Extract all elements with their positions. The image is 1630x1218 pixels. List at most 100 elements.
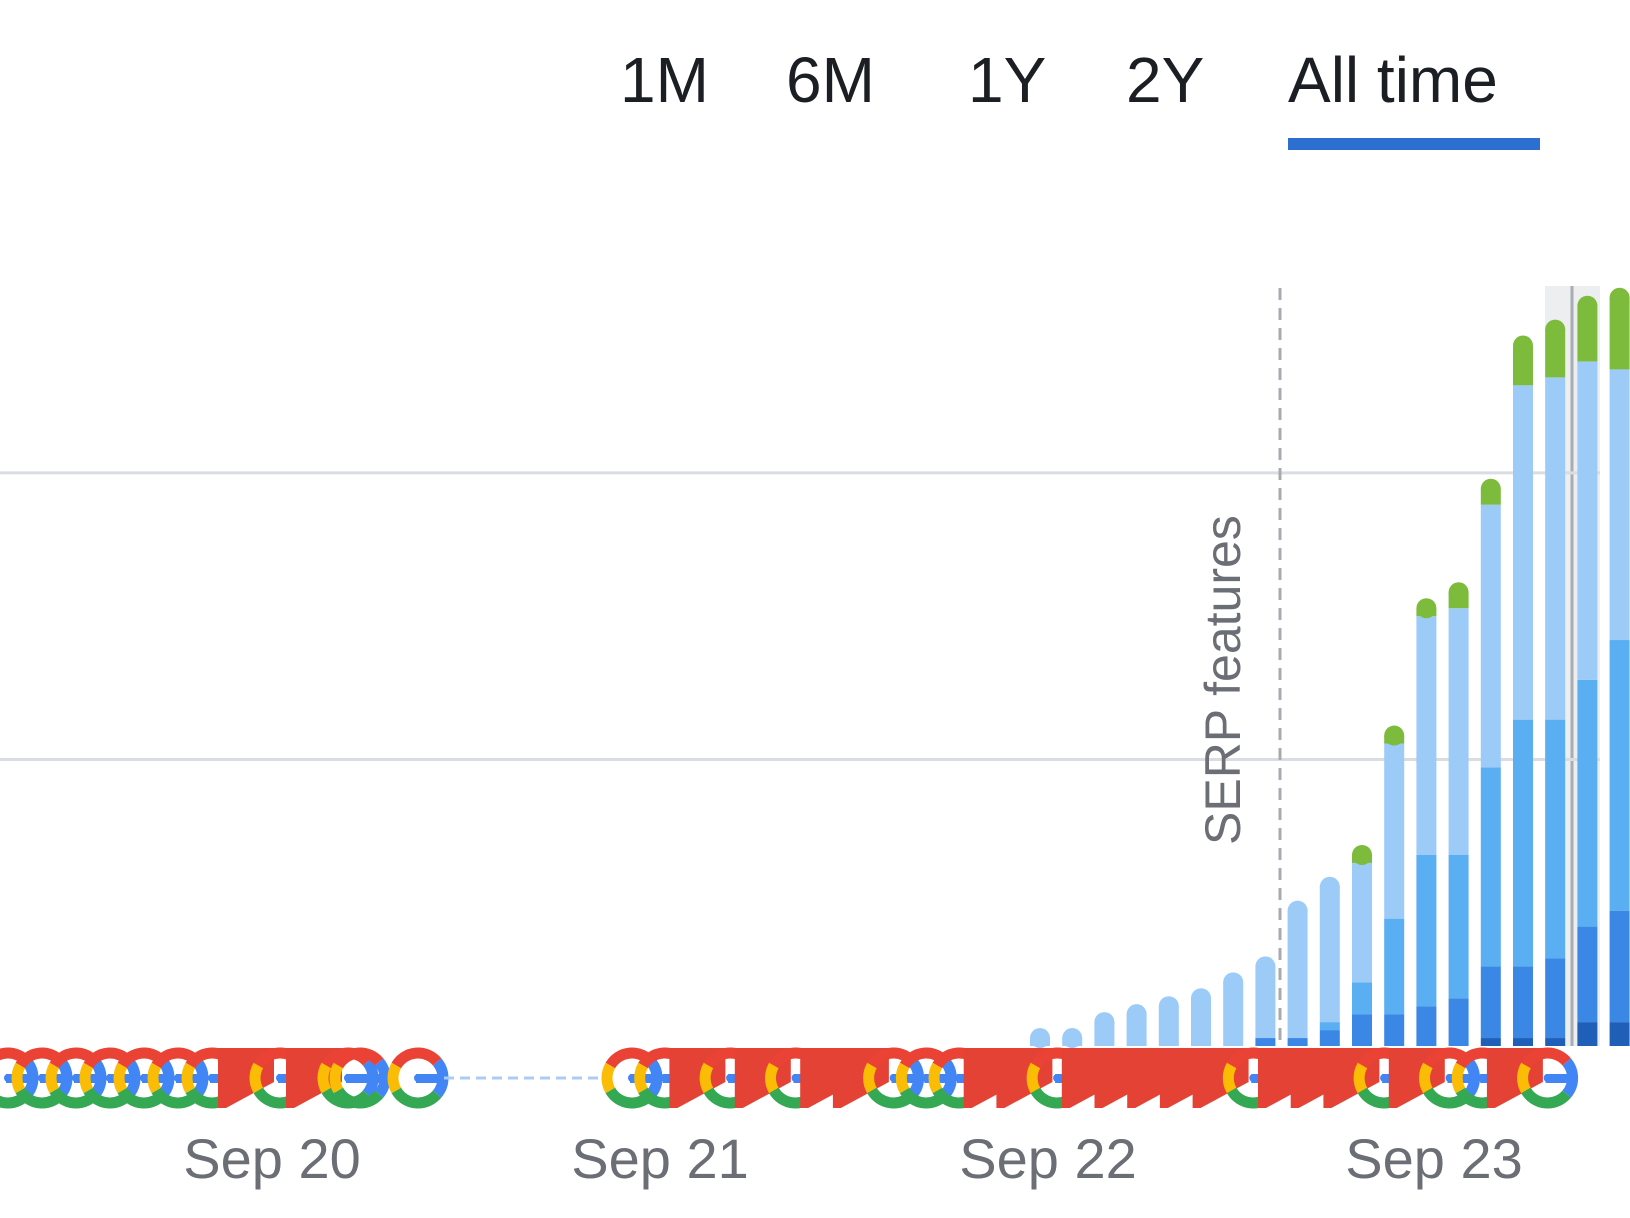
bar-segment	[1384, 918, 1405, 1015]
bar-stack	[1416, 598, 1437, 1046]
google-g-arc	[124, 1058, 141, 1098]
bar-stack	[1384, 725, 1405, 1046]
google-g-bar	[1545, 1074, 1572, 1083]
google-g-dot	[955, 1074, 963, 1082]
google-g-arc	[1451, 1062, 1466, 1094]
google-g-dot	[174, 1074, 182, 1082]
bar-segment	[1577, 926, 1598, 1023]
google-g-arc	[11, 1062, 26, 1094]
tab-1m[interactable]: 1M	[620, 40, 709, 150]
tab-active-indicator	[1288, 138, 1540, 150]
google-g-icon	[329, 1047, 391, 1109]
google-g-arc	[1353, 1062, 1368, 1094]
google-g-arc	[908, 1058, 925, 1098]
google-g-icon	[1517, 1047, 1579, 1109]
google-g-dot	[791, 1074, 800, 1082]
tab-label: All time	[1288, 44, 1498, 116]
bar-cap	[1577, 295, 1598, 316]
bar-segment	[1545, 958, 1566, 1039]
bar-stack	[1255, 956, 1276, 1046]
bar-segment	[1255, 1038, 1276, 1046]
bar-segment	[1287, 910, 1308, 1039]
bar-segment	[1545, 329, 1566, 378]
google-g-arc	[391, 1047, 442, 1069]
google-g-arc	[1562, 1058, 1579, 1098]
google-g-arc	[113, 1062, 128, 1094]
bar-segment	[1416, 616, 1437, 855]
google-g-dot	[889, 1074, 898, 1082]
tab-label: 1Y	[968, 44, 1047, 116]
google-g-dot	[1380, 1074, 1389, 1082]
bar-segment	[1158, 1006, 1179, 1046]
google-g-dot	[276, 1074, 284, 1082]
tab-label: 2Y	[1126, 44, 1205, 116]
bar-segment	[1609, 640, 1630, 911]
google-g-arc	[22, 1058, 39, 1098]
google-g-arc	[249, 1062, 264, 1094]
bar-stack	[1545, 319, 1566, 1046]
tab-label: 6M	[786, 44, 875, 116]
tab-all-time[interactable]: All time	[1288, 40, 1540, 150]
google-g-dot	[628, 1074, 636, 1082]
bar-segment	[1384, 1014, 1405, 1046]
bar-segment	[1448, 608, 1469, 855]
bar-cap	[1319, 876, 1340, 897]
google-g-dot	[1445, 1074, 1454, 1082]
google-g-dot	[140, 1074, 148, 1082]
bar-segment	[1480, 504, 1501, 768]
google-g-arc	[90, 1058, 107, 1098]
google-g-dot	[4, 1074, 12, 1082]
bar-stack	[1352, 844, 1372, 1046]
bar-stack	[1609, 287, 1630, 1046]
google-g-arc	[374, 1058, 391, 1098]
google-g-dot	[660, 1074, 669, 1082]
bar-stack	[1448, 582, 1469, 1046]
bar-segment	[1609, 910, 1630, 1023]
google-g-arc	[391, 1087, 442, 1109]
google-g-arc	[1222, 1062, 1237, 1094]
google-g-dot	[726, 1074, 735, 1082]
bar-segment	[1609, 1022, 1630, 1046]
google-g-arc	[333, 1047, 384, 1069]
bar-cap	[1223, 972, 1244, 993]
google-g-arc	[333, 1087, 384, 1109]
bar-segment	[1480, 767, 1501, 967]
tab-6m[interactable]: 6M	[786, 40, 875, 150]
x-tick-label: Sep 23	[1345, 1127, 1523, 1190]
bar-segment	[1352, 1014, 1372, 1046]
bar-segment	[1577, 305, 1598, 362]
bar-stack	[1319, 876, 1340, 1046]
google-g-arc	[147, 1062, 162, 1094]
bar-segment	[1480, 1038, 1501, 1046]
google-g-arc	[765, 1062, 779, 1094]
date-range-tabs: 1M 6M 1Y 2Y All time	[620, 40, 1600, 160]
bar-segment	[1513, 719, 1533, 967]
bar-segment	[1352, 862, 1372, 983]
bar-cap	[1030, 1028, 1050, 1049]
bar-segment	[1480, 966, 1501, 1039]
bar-cap	[1287, 900, 1308, 921]
tab-2y[interactable]: 2Y	[1126, 40, 1204, 150]
bar-segment	[1545, 1038, 1566, 1046]
bar-segment	[1513, 966, 1533, 1039]
google-g-arc	[79, 1062, 94, 1094]
bar-cap	[1513, 335, 1533, 356]
bar-segment	[1577, 679, 1598, 927]
bar-stack	[1158, 996, 1179, 1046]
google-g-arc	[387, 1062, 402, 1094]
tab-1y[interactable]: 1Y	[968, 40, 1046, 150]
google-g-arc	[192, 1058, 209, 1098]
google-g-arc	[45, 1062, 60, 1094]
bar-segment	[1255, 966, 1276, 1039]
bar-segment	[1545, 377, 1566, 720]
google-g-dot	[414, 1074, 422, 1082]
google-g-arc	[646, 1058, 663, 1098]
google-g-dot	[1053, 1074, 1062, 1082]
bar-segment	[1448, 854, 1469, 999]
bar-stack	[1094, 1012, 1115, 1046]
bar-stack	[1030, 1028, 1050, 1049]
google-g-arc	[432, 1058, 449, 1098]
google-g-bar	[358, 1074, 384, 1083]
bar-cap	[1416, 598, 1437, 619]
